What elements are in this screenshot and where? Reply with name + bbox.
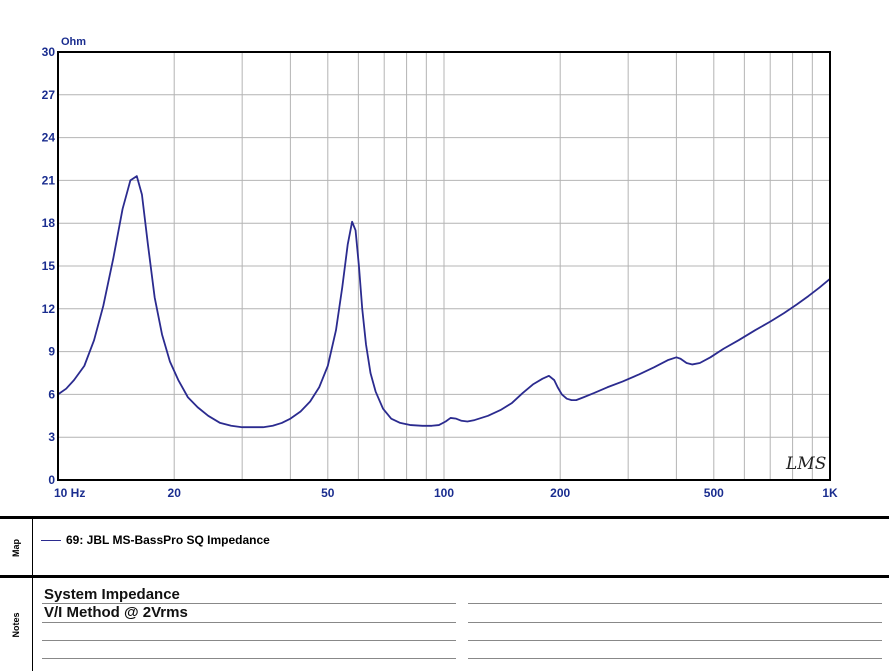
note-rule [468, 622, 882, 623]
notes-side-label: Notes [0, 578, 33, 671]
y-tick-label: 0 [48, 473, 55, 487]
y-tick-label: 6 [48, 387, 55, 401]
x-tick-label: 10 Hz [54, 486, 85, 500]
y-tick-label: 24 [42, 131, 56, 145]
series-layer [57, 175, 831, 429]
x-tick-label: 200 [550, 486, 570, 500]
y-tick-label: 18 [42, 216, 56, 230]
impedance-chart: Ohm 0 3 6 9 12 15 18 21 24 27 30 10 Hz 20 50 100 200 50… [42, 36, 838, 500]
x-tick-label: 100 [434, 486, 454, 500]
notes-panel: Notes System Impedance V/I Method @ 2Vrm… [0, 575, 889, 671]
y-tick-label: 30 [42, 45, 56, 59]
note-rule [42, 603, 456, 604]
note-rule [42, 622, 456, 623]
x-tick-labels: 10 Hz 20 50 100 200 500 1K [54, 486, 838, 500]
y-tick-label: 21 [42, 173, 56, 187]
y-tick-labels: 0 3 6 9 12 15 18 21 24 27 30 [42, 45, 56, 487]
impedance-curve [57, 175, 831, 429]
y-unit-label: Ohm [61, 36, 86, 48]
notes-label-text: Notes [11, 611, 21, 638]
y-tick-label: 3 [48, 430, 55, 444]
x-tick-label: 1K [822, 486, 838, 500]
legend-entry: 69: JBL MS-BassPro SQ Impedance [41, 533, 270, 547]
note-rule [468, 603, 882, 604]
lms-signature: LMS [785, 454, 826, 474]
note-line-1: System Impedance [44, 586, 180, 603]
map-panel: Map 69: JBL MS-BassPro SQ Impedance [0, 516, 889, 577]
note-line-2: V/I Method @ 2Vrms [44, 604, 188, 621]
note-rule [42, 658, 456, 659]
x-tick-label: 50 [321, 486, 335, 500]
y-tick-label: 12 [42, 302, 56, 316]
map-label-text: Map [11, 539, 21, 557]
y-tick-label: 27 [42, 88, 56, 102]
plot-border [57, 51, 831, 481]
x-tick-label: 500 [704, 486, 724, 500]
map-side-label: Map [0, 519, 33, 577]
y-tick-label: 9 [48, 345, 55, 359]
legend-text: 69: JBL MS-BassPro SQ Impedance [66, 533, 270, 547]
y-tick-label: 15 [42, 259, 56, 273]
note-rule [42, 640, 456, 641]
grid-lines [58, 52, 830, 480]
x-tick-label: 20 [168, 486, 182, 500]
note-rule [468, 640, 882, 641]
legend-swatch [41, 539, 61, 541]
note-rule [468, 658, 882, 659]
